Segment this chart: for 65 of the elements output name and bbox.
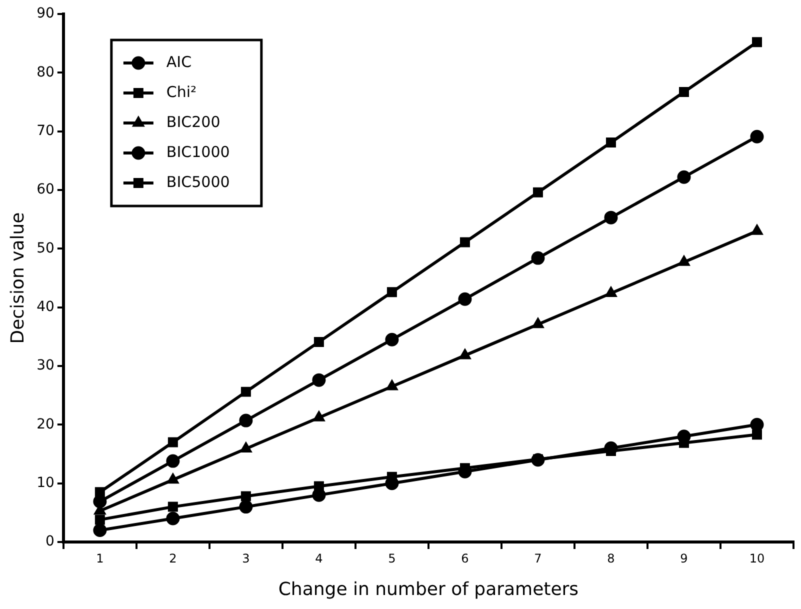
y-tick-label: 50 bbox=[36, 240, 54, 256]
point bbox=[168, 437, 178, 448]
point bbox=[532, 318, 544, 328]
point bbox=[240, 491, 251, 502]
point bbox=[166, 512, 180, 526]
y-tick-label: 10 bbox=[36, 474, 54, 491]
point bbox=[240, 442, 252, 452]
point bbox=[312, 373, 326, 387]
point bbox=[531, 251, 545, 265]
point bbox=[606, 137, 616, 148]
point bbox=[385, 332, 399, 346]
legend-label: BIC5000 bbox=[166, 172, 230, 191]
y-axis-title: Decision value bbox=[7, 212, 28, 344]
y-tick-label: 80 bbox=[36, 64, 54, 80]
point bbox=[460, 237, 470, 248]
x-tick-label: 6 bbox=[461, 551, 469, 566]
y-tick-label: 90 bbox=[36, 6, 54, 22]
point bbox=[677, 170, 691, 184]
point bbox=[94, 487, 105, 498]
point bbox=[678, 255, 690, 266]
point bbox=[313, 410, 325, 422]
y-tick-label: 60 bbox=[36, 182, 54, 198]
point bbox=[605, 286, 617, 298]
x-tick-label: 5 bbox=[388, 551, 396, 566]
point bbox=[93, 524, 107, 538]
point bbox=[459, 348, 471, 360]
x-axis-title: Change in number of parameters bbox=[278, 578, 579, 600]
y-tick-label: 20 bbox=[36, 416, 54, 432]
point bbox=[751, 224, 763, 235]
point bbox=[750, 418, 764, 432]
x-tick-label: 8 bbox=[607, 551, 615, 566]
point bbox=[240, 386, 251, 397]
point bbox=[752, 430, 762, 440]
legend-label: Chi² bbox=[166, 82, 197, 101]
x-tick-label: 2 bbox=[169, 551, 177, 566]
point bbox=[678, 87, 689, 98]
point bbox=[94, 514, 105, 525]
point bbox=[93, 494, 107, 508]
point bbox=[750, 130, 764, 144]
point bbox=[239, 500, 253, 514]
x-tick-label: 1 bbox=[96, 551, 104, 566]
point bbox=[166, 473, 179, 484]
point bbox=[752, 37, 762, 48]
point bbox=[386, 287, 397, 298]
y-tick-label: 70 bbox=[36, 122, 54, 139]
legend-label: BIC1000 bbox=[166, 142, 230, 161]
point bbox=[166, 454, 180, 468]
x-tick-label: 7 bbox=[534, 551, 542, 566]
y-tick-label: 30 bbox=[36, 358, 54, 374]
point bbox=[386, 380, 398, 390]
x-tick-label: 4 bbox=[315, 551, 323, 566]
x-tick-label: 9 bbox=[680, 551, 688, 566]
point bbox=[239, 414, 253, 428]
point bbox=[168, 502, 178, 512]
point bbox=[532, 187, 543, 198]
x-tick-label: 10 bbox=[749, 551, 765, 566]
y-tick-label: 40 bbox=[36, 298, 54, 315]
point bbox=[604, 210, 618, 224]
x-tick-label: 3 bbox=[242, 551, 250, 566]
point bbox=[314, 336, 324, 347]
point bbox=[458, 292, 472, 306]
point bbox=[314, 481, 324, 492]
legend-label: BIC200 bbox=[166, 112, 220, 131]
y-tick-label: 0 bbox=[45, 534, 54, 550]
legend-label: AIC bbox=[166, 52, 192, 71]
